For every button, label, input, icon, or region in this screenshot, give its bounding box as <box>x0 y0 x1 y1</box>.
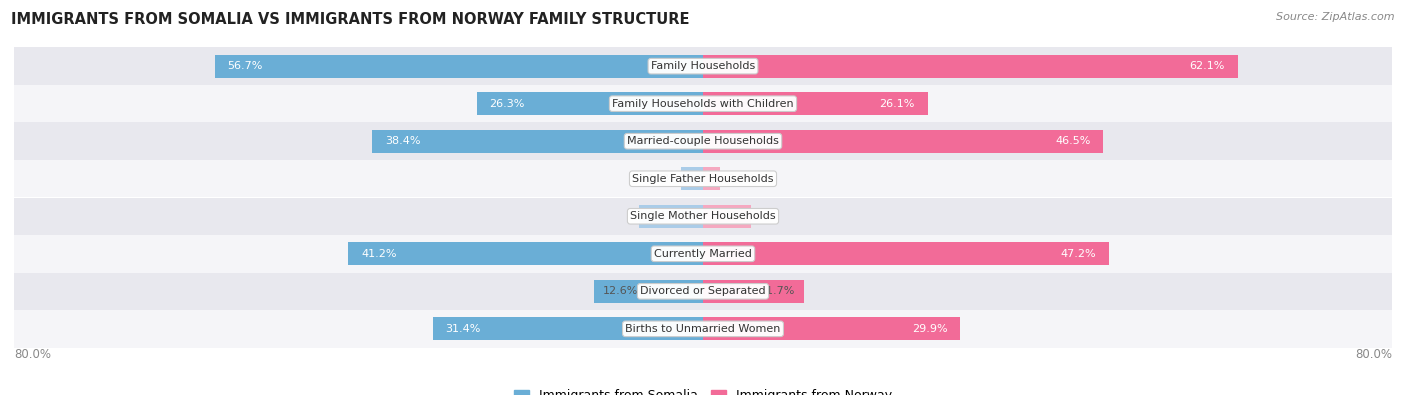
Text: 11.7%: 11.7% <box>759 286 796 296</box>
Bar <box>14 235 1392 273</box>
Text: 41.2%: 41.2% <box>361 249 396 259</box>
Bar <box>703 167 720 190</box>
Bar <box>682 167 703 190</box>
Text: 29.9%: 29.9% <box>912 324 948 334</box>
Text: 46.5%: 46.5% <box>1054 136 1091 146</box>
Text: Family Households with Children: Family Households with Children <box>612 99 794 109</box>
Text: 2.5%: 2.5% <box>647 174 675 184</box>
Text: 5.6%: 5.6% <box>714 211 742 221</box>
Text: IMMIGRANTS FROM SOMALIA VS IMMIGRANTS FROM NORWAY FAMILY STRUCTURE: IMMIGRANTS FROM SOMALIA VS IMMIGRANTS FR… <box>11 12 690 27</box>
Bar <box>595 280 703 303</box>
Text: Married-couple Households: Married-couple Households <box>627 136 779 146</box>
Bar <box>14 198 1392 235</box>
Text: 38.4%: 38.4% <box>385 136 420 146</box>
Bar <box>703 130 1104 153</box>
Bar <box>215 55 703 78</box>
Bar <box>433 317 703 340</box>
Text: 12.6%: 12.6% <box>603 286 638 296</box>
Text: 47.2%: 47.2% <box>1062 249 1097 259</box>
Text: 7.4%: 7.4% <box>648 211 676 221</box>
Bar <box>14 273 1392 310</box>
Bar <box>640 205 703 228</box>
Bar <box>703 55 1237 78</box>
Bar <box>703 92 928 115</box>
Text: 80.0%: 80.0% <box>1355 348 1392 361</box>
Bar <box>373 130 703 153</box>
Text: 80.0%: 80.0% <box>14 348 51 361</box>
Bar <box>14 47 1392 85</box>
Text: Single Mother Households: Single Mother Households <box>630 211 776 221</box>
Text: Divorced or Separated: Divorced or Separated <box>640 286 766 296</box>
Text: 26.1%: 26.1% <box>880 99 915 109</box>
Bar <box>477 92 703 115</box>
Bar <box>703 242 1109 265</box>
Bar <box>703 205 751 228</box>
Text: 26.3%: 26.3% <box>489 99 524 109</box>
Legend: Immigrants from Somalia, Immigrants from Norway: Immigrants from Somalia, Immigrants from… <box>509 384 897 395</box>
Text: Births to Unmarried Women: Births to Unmarried Women <box>626 324 780 334</box>
Bar <box>349 242 703 265</box>
Bar <box>703 317 960 340</box>
Text: 31.4%: 31.4% <box>446 324 481 334</box>
Text: Source: ZipAtlas.com: Source: ZipAtlas.com <box>1277 12 1395 22</box>
Text: Family Households: Family Households <box>651 61 755 71</box>
Text: 62.1%: 62.1% <box>1189 61 1225 71</box>
Bar <box>703 280 804 303</box>
Bar <box>14 85 1392 122</box>
Bar <box>14 310 1392 348</box>
Bar <box>14 122 1392 160</box>
Text: Single Father Households: Single Father Households <box>633 174 773 184</box>
Text: 2.0%: 2.0% <box>727 174 755 184</box>
Text: 56.7%: 56.7% <box>228 61 263 71</box>
Bar <box>14 160 1392 198</box>
Text: Currently Married: Currently Married <box>654 249 752 259</box>
